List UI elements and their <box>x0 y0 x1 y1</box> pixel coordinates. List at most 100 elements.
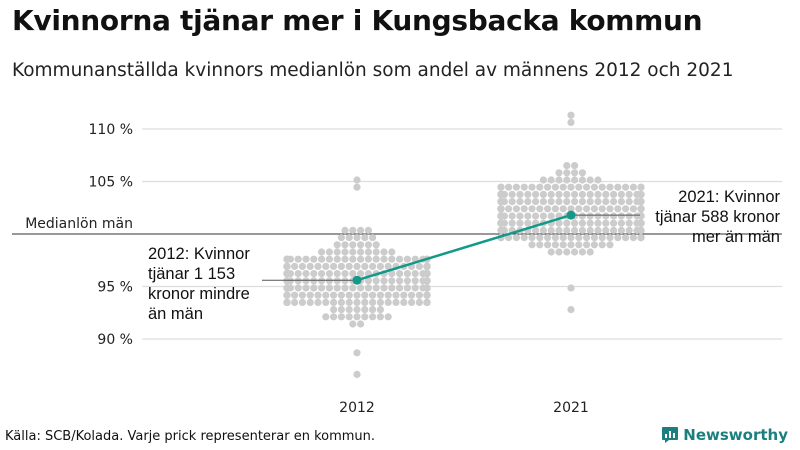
municipality-dot <box>508 198 516 206</box>
municipality-dot <box>536 241 544 249</box>
municipality-dot <box>586 248 594 256</box>
municipality-dot <box>423 298 431 306</box>
municipality-dot <box>594 226 602 234</box>
municipality-dot <box>559 205 567 213</box>
municipality-dot <box>617 198 626 206</box>
municipality-dot <box>575 241 583 249</box>
municipality-dot <box>497 226 505 234</box>
municipality-dot <box>583 183 591 191</box>
municipality-dot <box>318 255 326 263</box>
municipality-dot <box>341 270 349 278</box>
municipality-dot <box>578 198 587 206</box>
municipality-dot <box>283 262 291 270</box>
municipality-dot <box>586 190 594 198</box>
municipality-dot <box>357 270 365 278</box>
municipality-dot <box>532 190 540 198</box>
municipality-dot <box>583 234 591 242</box>
municipality-dot <box>306 262 314 270</box>
municipality-dot <box>586 176 594 184</box>
municipality-dot <box>341 277 349 285</box>
municipality-dot <box>520 205 528 213</box>
municipality-dot <box>423 284 431 292</box>
municipality-dot <box>567 205 575 213</box>
chart-title: Kvinnorna tjänar mer i Kungsbacka kommun <box>12 4 703 37</box>
municipality-dot <box>349 226 357 234</box>
municipality-dot <box>380 277 388 285</box>
municipality-dot <box>298 262 306 270</box>
municipality-dot <box>606 234 614 242</box>
municipality-dot <box>322 313 330 321</box>
municipality-dot <box>617 226 626 234</box>
municipality-dot <box>555 219 563 227</box>
municipality-dot <box>637 226 645 234</box>
municipality-dot <box>567 183 575 191</box>
annotation-2021: 2021: Kvinnor tjänar 588 kronor mer än m… <box>655 187 780 247</box>
municipality-dot <box>555 198 563 206</box>
municipality-dot <box>586 219 594 227</box>
municipality-dot <box>369 262 377 270</box>
municipality-dot <box>388 255 396 263</box>
municipality-dot <box>294 270 302 278</box>
municipality-dot <box>291 291 299 299</box>
municipality-dot <box>528 205 536 213</box>
municipality-dot <box>536 205 544 213</box>
municipality-dot <box>415 298 423 306</box>
municipality-dot <box>306 298 314 306</box>
municipality-dot <box>539 226 548 234</box>
municipality-dot <box>594 219 602 227</box>
municipality-dot <box>384 291 392 299</box>
municipality-dot <box>403 277 411 285</box>
municipality-dot <box>617 212 626 220</box>
municipality-dot <box>610 198 618 206</box>
municipality-dot <box>353 298 361 306</box>
municipality-dot <box>551 241 560 249</box>
municipality-dot <box>516 198 524 206</box>
municipality-dot <box>364 241 372 249</box>
municipality-dot <box>361 234 369 242</box>
municipality-dot <box>353 183 361 191</box>
municipality-dot <box>330 262 338 270</box>
municipality-dot <box>341 284 349 292</box>
municipality-dot <box>578 219 587 227</box>
municipality-dot <box>372 241 380 249</box>
municipality-dot <box>349 241 357 249</box>
municipality-dot <box>547 176 555 184</box>
municipality-dot <box>325 255 333 263</box>
municipality-dot <box>333 255 341 263</box>
municipality-dot <box>578 169 587 177</box>
municipality-dot <box>625 212 633 220</box>
municipality-dot <box>532 226 540 234</box>
municipality-dot <box>403 284 411 292</box>
municipality-dot <box>310 284 318 292</box>
municipality-dot <box>625 198 633 206</box>
municipality-dot <box>357 226 365 234</box>
x-tick-label: 2012 <box>339 400 375 416</box>
municipality-dot <box>539 190 548 198</box>
municipality-dot <box>539 198 548 206</box>
municipality-dot <box>384 298 392 306</box>
municipality-dot <box>314 291 322 299</box>
municipality-dot <box>563 198 571 206</box>
municipality-dot <box>325 248 333 256</box>
municipality-dot <box>610 219 618 227</box>
municipality-dot <box>614 234 622 242</box>
municipality-dot <box>302 284 310 292</box>
newsworthy-brand[interactable]: Newsworthy <box>661 426 788 444</box>
municipality-dot <box>629 234 638 242</box>
municipality-dot <box>361 298 369 306</box>
municipality-dot <box>411 277 419 285</box>
municipality-dot <box>294 284 302 292</box>
municipality-dot <box>586 226 594 234</box>
municipality-dot <box>353 370 361 378</box>
municipality-dot <box>575 205 583 213</box>
municipality-dot <box>298 291 306 299</box>
municipality-dot <box>330 313 338 321</box>
municipality-dot <box>590 205 599 213</box>
municipality-dot <box>622 183 630 191</box>
municipality-dot <box>610 226 618 234</box>
municipality-dot <box>606 205 614 213</box>
municipality-dot <box>539 176 548 184</box>
municipality-dot <box>353 313 361 321</box>
municipality-dot <box>302 277 310 285</box>
municipality-dot <box>524 198 532 206</box>
